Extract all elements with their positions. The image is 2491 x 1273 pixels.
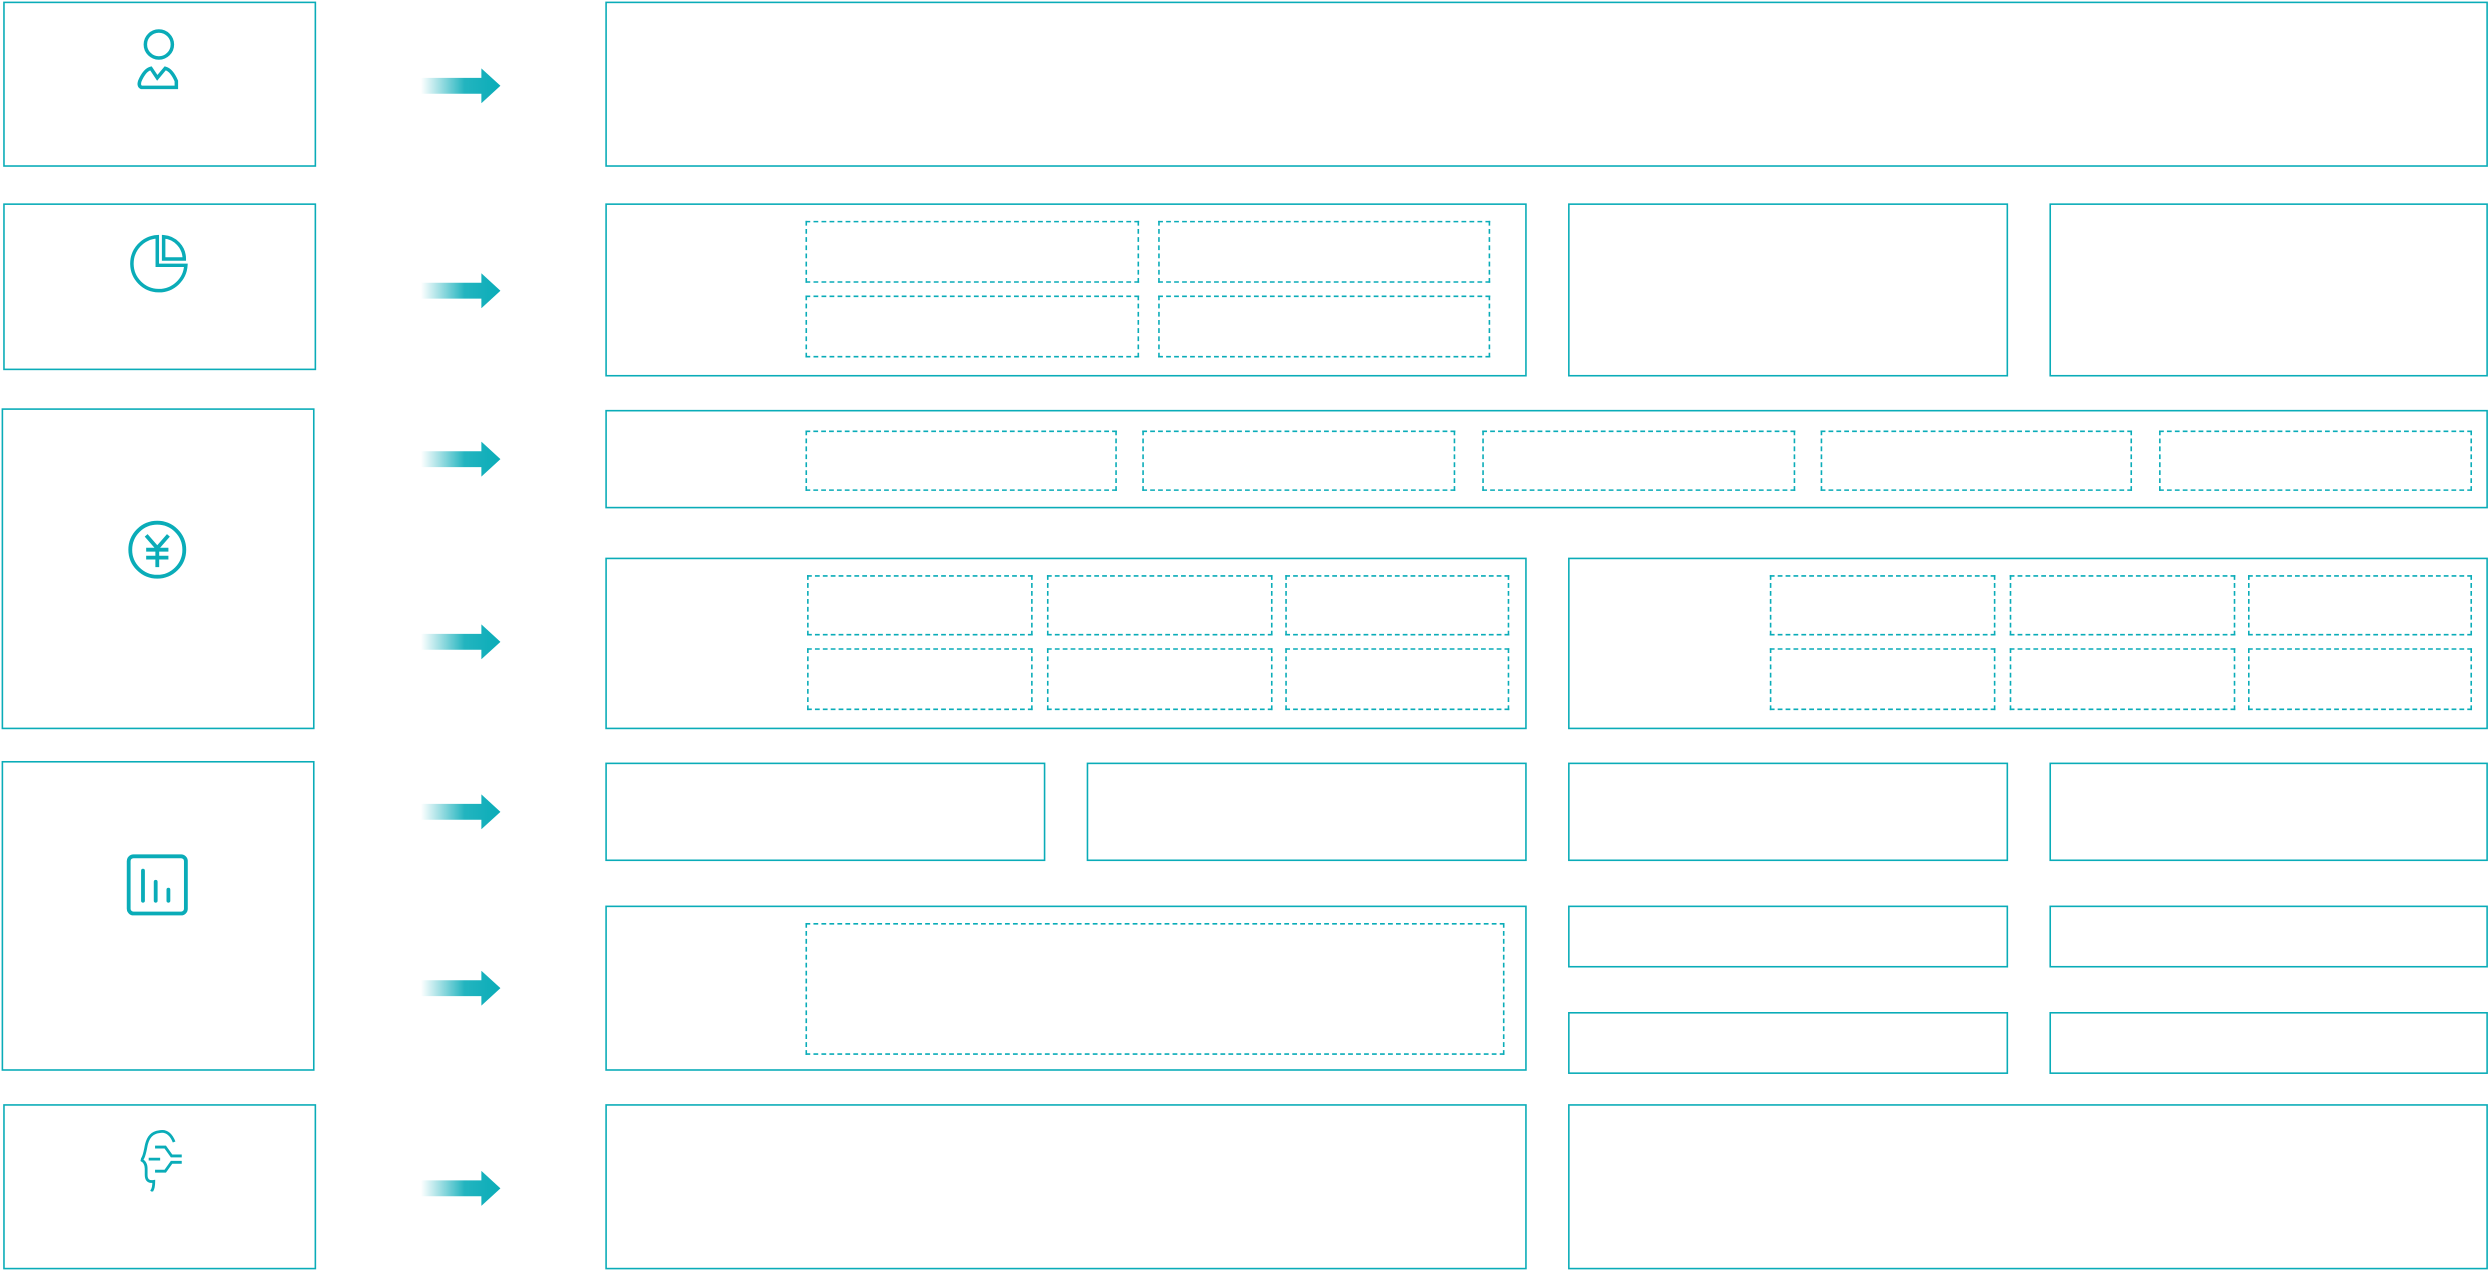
arrow-right-icon bbox=[421, 1170, 501, 1206]
arrow-right-icon bbox=[421, 794, 501, 830]
sub-box bbox=[1285, 648, 1510, 711]
sub-box bbox=[1285, 575, 1510, 636]
category-box-finance bbox=[1, 408, 315, 730]
sub-box bbox=[805, 923, 1505, 1055]
sub-box bbox=[2009, 575, 2236, 636]
sub-box bbox=[805, 430, 1117, 491]
pie-chart-icon bbox=[130, 234, 188, 293]
yen-coin-icon bbox=[128, 520, 187, 579]
content-box bbox=[1568, 203, 2009, 377]
content-box bbox=[1568, 557, 2488, 730]
content-box bbox=[605, 1104, 1527, 1270]
bar-chart-report-icon bbox=[126, 854, 188, 916]
sub-box bbox=[2159, 430, 2473, 491]
category-box-voice bbox=[3, 1104, 317, 1270]
sub-box bbox=[1820, 430, 2133, 491]
sub-box bbox=[805, 295, 1140, 358]
category-box-report bbox=[1, 760, 315, 1071]
category-box-chart bbox=[3, 203, 317, 371]
sub-box bbox=[1142, 430, 1456, 491]
sub-box bbox=[1046, 648, 1273, 711]
content-box bbox=[1568, 905, 2009, 968]
sub-box bbox=[1769, 575, 1996, 636]
sub-box bbox=[2248, 575, 2473, 636]
sub-box bbox=[2248, 648, 2473, 711]
content-box bbox=[2049, 905, 2488, 968]
content-box bbox=[1568, 1104, 2488, 1270]
content-box bbox=[605, 1, 2488, 167]
arrow-right-icon bbox=[421, 441, 501, 477]
sub-box bbox=[805, 220, 1140, 283]
content-box bbox=[1568, 1012, 2009, 1074]
arrow-right-icon bbox=[421, 624, 501, 660]
content-box bbox=[2049, 203, 2488, 377]
arrow-right-icon bbox=[421, 970, 501, 1006]
sub-box bbox=[1769, 648, 1996, 711]
sub-box bbox=[1046, 575, 1273, 636]
sub-box bbox=[1158, 295, 1491, 358]
sub-box bbox=[807, 575, 1033, 636]
sub-box bbox=[807, 648, 1033, 711]
sub-box bbox=[2009, 648, 2236, 711]
arrow-right-icon bbox=[421, 68, 501, 104]
content-box bbox=[2049, 762, 2488, 862]
user-icon bbox=[137, 29, 179, 90]
content-box bbox=[605, 557, 1527, 730]
head-speech-icon bbox=[140, 1129, 182, 1192]
content-box bbox=[1086, 762, 1527, 862]
sub-box bbox=[1482, 430, 1796, 491]
category-box-user bbox=[3, 1, 317, 167]
content-box bbox=[605, 905, 1527, 1071]
arrow-right-icon bbox=[421, 273, 501, 309]
sub-box bbox=[1158, 220, 1491, 283]
content-box bbox=[605, 203, 1527, 377]
content-box bbox=[605, 409, 2488, 509]
content-box bbox=[2049, 1012, 2488, 1074]
content-box bbox=[605, 762, 1046, 862]
content-box bbox=[1568, 762, 2009, 862]
